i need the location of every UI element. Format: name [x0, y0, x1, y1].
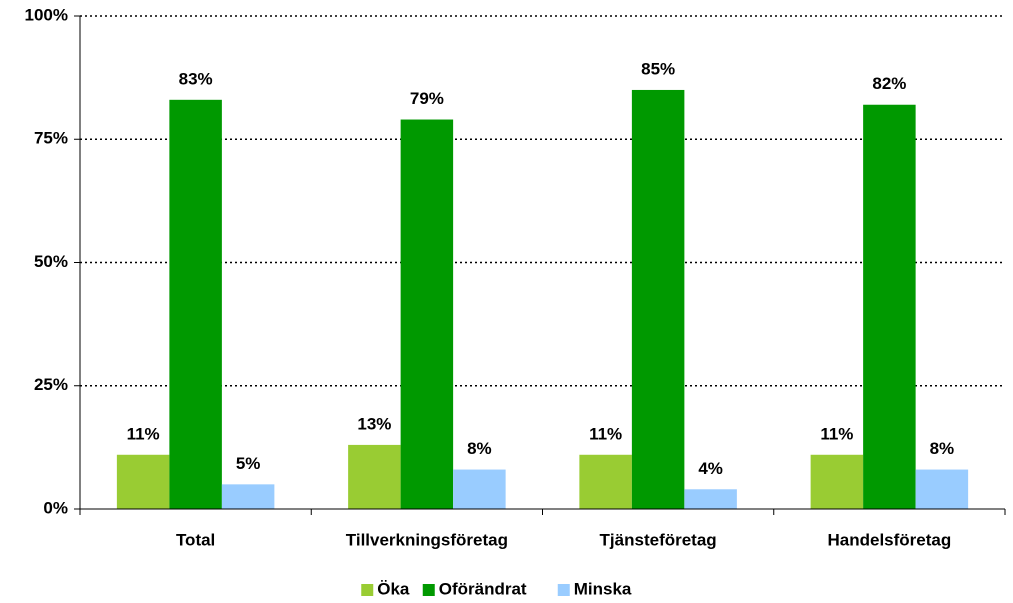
y-tick-label: 50%	[34, 252, 68, 271]
bar	[116, 454, 170, 509]
legend-label: Minska	[574, 579, 632, 598]
bar	[915, 469, 969, 509]
legend-swatch	[422, 584, 435, 596]
x-tick-label: Tillverkningsföretag	[346, 530, 508, 549]
bar	[579, 454, 632, 509]
bar	[453, 469, 506, 509]
value-label: 82%	[872, 74, 906, 93]
bar	[169, 99, 222, 509]
y-tick-label: 25%	[34, 375, 68, 394]
value-label: 85%	[641, 59, 675, 78]
bar	[348, 444, 401, 509]
legend-label: Öka	[377, 579, 410, 598]
value-label: 13%	[357, 414, 391, 433]
bar	[810, 454, 864, 509]
bar	[863, 104, 916, 510]
legend-swatch	[361, 584, 374, 596]
x-tick-label: Tjänsteföretag	[600, 530, 717, 549]
value-label: 8%	[930, 439, 955, 458]
y-tick-label: 0%	[43, 498, 68, 517]
x-tick-label: Handelsföretag	[828, 530, 952, 549]
value-label: 79%	[410, 89, 444, 108]
value-label: 5%	[236, 454, 261, 473]
y-tick-label: 75%	[34, 129, 68, 148]
bar	[631, 89, 685, 509]
value-label: 11%	[589, 424, 622, 443]
value-label: 83%	[179, 69, 213, 88]
bar	[400, 119, 454, 509]
value-label: 11%	[127, 424, 160, 443]
value-label: 4%	[698, 459, 723, 478]
bar	[221, 484, 275, 509]
bar	[684, 489, 737, 509]
legend-swatch	[557, 584, 570, 596]
value-label: 11%	[820, 424, 853, 443]
x-tick-label: Total	[176, 530, 215, 549]
y-tick-label: 100%	[25, 5, 68, 24]
value-label: 8%	[467, 439, 492, 458]
legend-label: Oförändrat	[439, 579, 527, 598]
